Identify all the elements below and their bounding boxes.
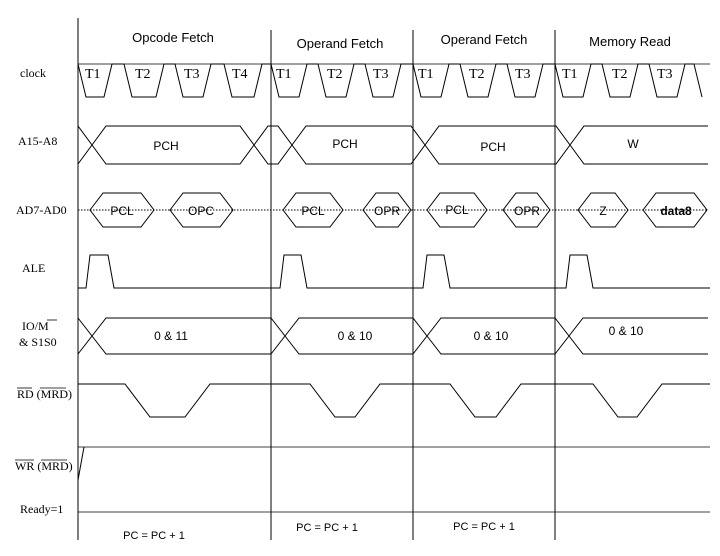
ad7-ad0-label: AD7-AD0 bbox=[16, 203, 67, 217]
cycle-titles: Opcode Fetch Operand Fetch Operand Fetch… bbox=[132, 30, 671, 51]
ad7-ad0-value: PCL bbox=[110, 204, 134, 218]
t-state-label: T3 bbox=[515, 67, 531, 82]
t-state-label: T3 bbox=[657, 67, 673, 82]
t-state-label: T2 bbox=[327, 67, 343, 82]
status-label: & S1S0 bbox=[19, 335, 57, 349]
cycle-title-operand-fetch-1: Operand Fetch bbox=[297, 36, 384, 51]
t-state-labels: T1 T2 T3 T4 T1 T2 T3 T1 T2 T3 T1 T2 T3 bbox=[85, 67, 673, 82]
pc-update-note: PC = PC + 1 bbox=[453, 521, 515, 533]
cycle-title-memory-read: Memory Read bbox=[589, 34, 671, 49]
pc-updates: PC = PC + 1 PC = PC + 1 PC = PC + 1 bbox=[123, 521, 515, 542]
signal-labels: clock A15-A8 AD7-AD0 ALE IO/M & S1S0 RD … bbox=[15, 66, 73, 516]
io-m-value: 0 & 10 bbox=[609, 324, 644, 338]
io-m-value: 0 & 10 bbox=[474, 329, 509, 343]
a15-a8-values: PCH PCH PCH W bbox=[153, 137, 639, 154]
t-state-label: T1 bbox=[85, 67, 101, 82]
rd-label: RD (MRD) bbox=[17, 387, 72, 401]
rd-waveform bbox=[78, 383, 710, 418]
cycle-title-opcode-fetch: Opcode Fetch bbox=[132, 30, 214, 45]
a15-a8-value: W bbox=[627, 137, 639, 151]
a15-a8-value: PCH bbox=[153, 139, 178, 153]
io-m-values: 0 & 11 0 & 10 0 & 10 0 & 10 bbox=[154, 324, 644, 343]
t-state-label: T3 bbox=[373, 67, 389, 82]
cycle-title-operand-fetch-2: Operand Fetch bbox=[441, 32, 528, 47]
clock-label: clock bbox=[20, 66, 46, 80]
pc-update-note: PC = PC + 1 bbox=[296, 522, 358, 534]
t-state-label: T1 bbox=[562, 67, 578, 82]
clock-waveform bbox=[77, 63, 703, 98]
t-state-label: T2 bbox=[612, 67, 628, 82]
io-m-value: 0 & 11 bbox=[154, 329, 188, 343]
ad7-ad0-value: data8 bbox=[660, 204, 692, 218]
t-state-label: T4 bbox=[232, 67, 248, 82]
cycle-separators bbox=[77, 18, 556, 540]
a15-a8-value: PCH bbox=[480, 140, 505, 154]
t-state-label: T2 bbox=[135, 67, 151, 82]
wr-waveform bbox=[77, 446, 85, 481]
ad7-ad0-value: OPC bbox=[188, 204, 214, 218]
ad7-ad0-value: PCL bbox=[301, 204, 325, 218]
t-state-label: T3 bbox=[184, 67, 200, 82]
ad7-ad0-values: PCL OPC PCL OPR PCL OPR Z data8 bbox=[110, 203, 692, 218]
wr-label: WR (MRD) bbox=[15, 459, 73, 473]
ale-label: ALE bbox=[22, 261, 45, 275]
ad7-ad0-bus bbox=[78, 192, 708, 228]
t-state-label: T2 bbox=[469, 67, 485, 82]
a15-a8-bus bbox=[77, 125, 708, 165]
ad7-ad0-value: Z bbox=[599, 204, 606, 218]
row-rules bbox=[78, 63, 710, 513]
io-m-bus bbox=[77, 317, 708, 355]
io-m-value: 0 & 10 bbox=[338, 329, 373, 343]
ale-waveform bbox=[78, 254, 710, 289]
ready-label: Ready=1 bbox=[20, 502, 63, 516]
pc-update-note: PC = PC + 1 bbox=[123, 530, 185, 542]
ad7-ad0-value: PCL bbox=[445, 203, 469, 217]
ad7-ad0-value: OPR bbox=[514, 204, 540, 218]
ad7-ad0-value: OPR bbox=[374, 204, 400, 218]
a15-a8-value: PCH bbox=[332, 137, 357, 151]
t-state-label: T1 bbox=[276, 67, 292, 82]
t-state-label: T1 bbox=[418, 67, 434, 82]
a15-a8-label: A15-A8 bbox=[18, 134, 57, 148]
io-m-label: IO/M bbox=[22, 319, 49, 333]
